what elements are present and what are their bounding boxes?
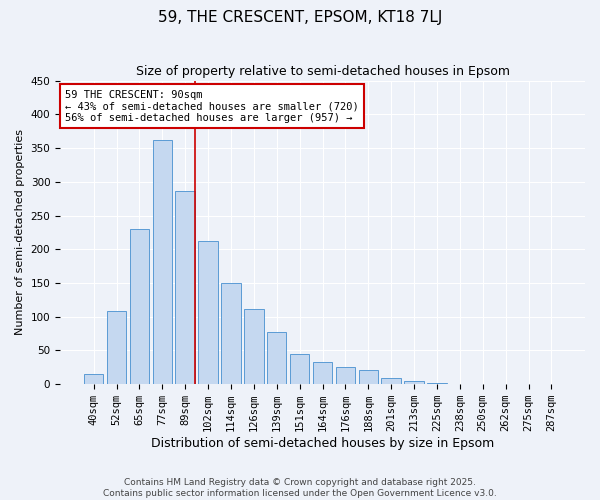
Bar [404,381,424,384]
Bar [359,370,378,384]
Bar [152,140,172,384]
Bar [267,332,286,384]
Bar [199,241,218,384]
Text: 59, THE CRESCENT, EPSOM, KT18 7LJ: 59, THE CRESCENT, EPSOM, KT18 7LJ [158,10,442,25]
Y-axis label: Number of semi-detached properties: Number of semi-detached properties [15,130,25,336]
Bar [244,310,263,384]
Bar [427,383,446,384]
Text: 59 THE CRESCENT: 90sqm
← 43% of semi-detached houses are smaller (720)
56% of se: 59 THE CRESCENT: 90sqm ← 43% of semi-det… [65,90,359,123]
Text: Contains HM Land Registry data © Crown copyright and database right 2025.
Contai: Contains HM Land Registry data © Crown c… [103,478,497,498]
Bar [175,190,195,384]
Title: Size of property relative to semi-detached houses in Epsom: Size of property relative to semi-detach… [136,65,509,78]
Bar [107,312,126,384]
Bar [382,378,401,384]
Bar [130,229,149,384]
Bar [221,283,241,384]
Bar [313,362,332,384]
Bar [335,366,355,384]
Bar [290,354,310,384]
Bar [84,374,103,384]
X-axis label: Distribution of semi-detached houses by size in Epsom: Distribution of semi-detached houses by … [151,437,494,450]
